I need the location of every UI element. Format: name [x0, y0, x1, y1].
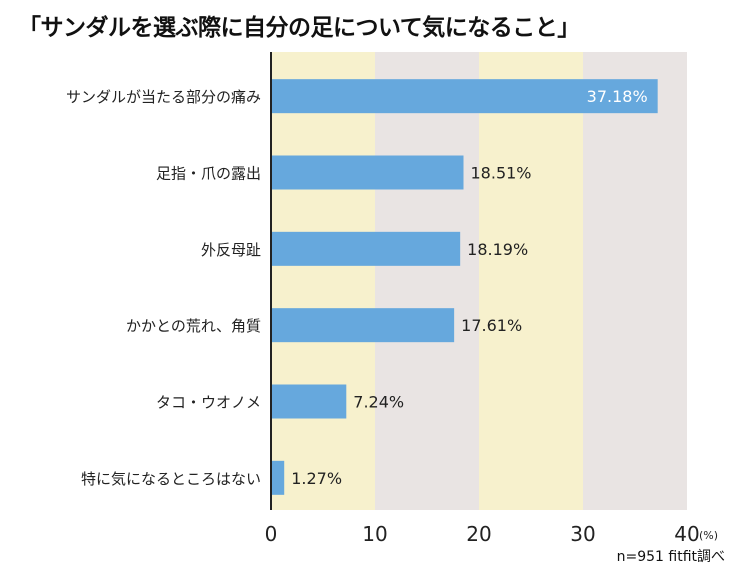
category-label: 足指・爪の露出 [156, 165, 261, 183]
source-note: n=951 fitfit調べ [616, 549, 725, 565]
x-tick-label: 10 [362, 522, 387, 546]
x-tick-label: 0 [265, 522, 278, 546]
data-label: 17.61% [461, 316, 522, 335]
category-label: タコ・ウオノメ [156, 394, 261, 412]
x-tick-label: 30 [570, 522, 595, 546]
background-band [583, 52, 687, 510]
chart-title: 「サンダルを選ぶ際に自分の足について気になること」 [18, 15, 580, 41]
data-label: 18.19% [467, 240, 528, 259]
x-tick-label: 20 [466, 522, 491, 546]
bar [271, 384, 347, 419]
x-axis-unit: (%) [699, 529, 718, 542]
category-label: かかとの荒れ、角質 [126, 317, 261, 335]
category-label: 外反母趾 [201, 241, 261, 259]
bar [271, 460, 285, 495]
background-band [375, 52, 479, 510]
category-label: 特に気になるところはない [81, 470, 261, 488]
bar [271, 308, 455, 343]
data-label: 18.51% [471, 164, 532, 183]
background-band [479, 52, 583, 510]
category-label: サンダルが当たる部分の痛み [66, 88, 261, 106]
bar [271, 79, 658, 114]
data-label: 7.24% [353, 393, 404, 412]
x-tick-label: 40 [674, 522, 699, 546]
data-label: 37.18% [587, 87, 648, 106]
data-label: 1.27% [291, 469, 342, 488]
bar [271, 155, 464, 190]
bar [271, 231, 461, 266]
background-band [271, 52, 375, 510]
